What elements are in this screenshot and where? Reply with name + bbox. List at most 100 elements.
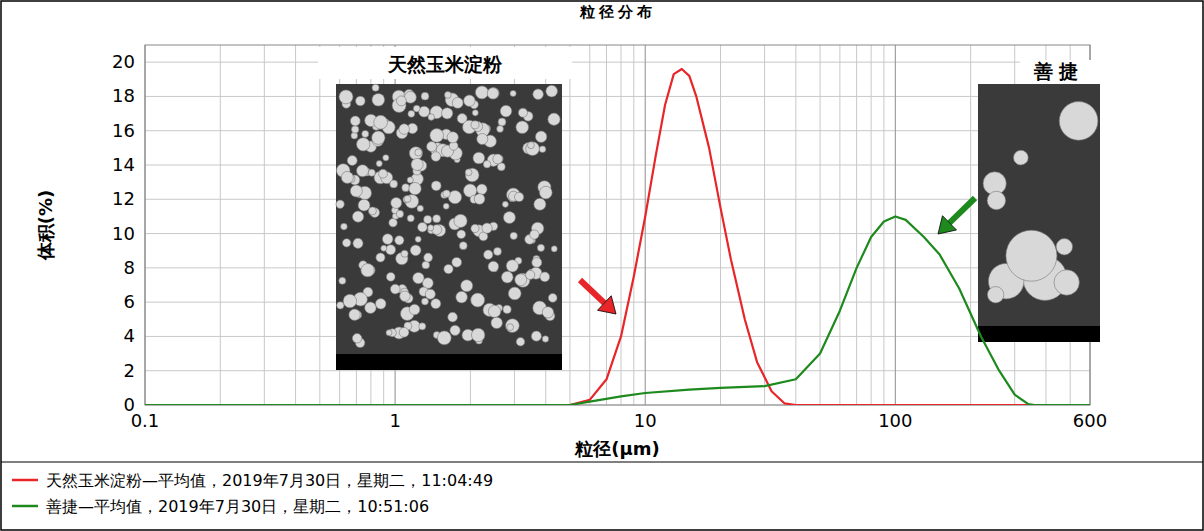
particle [448, 312, 458, 322]
particle [494, 248, 502, 256]
x-tick-label: 0.1 [131, 410, 160, 431]
particle [415, 149, 422, 156]
chart: 粒径分布024681012141618200.1110100600粒径(μm)体… [0, 0, 1204, 531]
particle [399, 124, 410, 135]
particle [419, 323, 426, 330]
particle [501, 271, 513, 283]
particle [533, 89, 544, 100]
particle [424, 216, 432, 224]
particle [427, 142, 437, 152]
particle [532, 258, 542, 268]
particle [389, 218, 397, 226]
y-tick-label: 20 [112, 51, 135, 72]
minor-grid [720, 45, 721, 405]
particle [386, 272, 395, 281]
particle [400, 291, 410, 301]
minor-grid [295, 45, 296, 405]
particle [531, 331, 541, 341]
particle [413, 105, 420, 112]
particle [483, 161, 490, 168]
particle [465, 168, 479, 182]
particle [471, 121, 479, 129]
particle [515, 274, 527, 286]
y-tick-label: 16 [112, 120, 135, 141]
legend-swatch [12, 479, 38, 482]
particle [447, 132, 458, 143]
particle [339, 90, 353, 104]
particle [534, 198, 546, 210]
particle [454, 214, 467, 227]
particle [347, 156, 357, 166]
particle [353, 238, 363, 248]
particle [386, 330, 392, 336]
particle [431, 152, 441, 162]
particle [374, 115, 388, 129]
particle [516, 121, 529, 134]
x-grid [895, 45, 896, 405]
particle [443, 190, 450, 197]
particle [396, 210, 403, 217]
minor-grid [319, 45, 320, 405]
y-axis-title: 体积(%) [35, 190, 56, 262]
particle [399, 327, 409, 337]
particle [391, 197, 402, 208]
series-group [145, 69, 1090, 405]
particle [421, 92, 429, 100]
particle [352, 211, 363, 222]
particle [402, 184, 410, 192]
particle [350, 116, 360, 126]
particle [465, 169, 472, 176]
particle [358, 199, 370, 211]
particle [372, 131, 385, 144]
particle [390, 284, 400, 294]
particle [376, 253, 385, 262]
particle [516, 337, 525, 346]
particle [526, 270, 535, 279]
particle [386, 245, 396, 255]
minor-grid [621, 45, 622, 405]
particle [503, 212, 515, 224]
x-tick-label: 10 [634, 410, 657, 431]
particle [409, 147, 422, 160]
particle [431, 299, 441, 309]
particle [471, 293, 485, 307]
particle [498, 118, 506, 126]
x-tick-label: 1 [389, 410, 400, 431]
minor-grid [633, 45, 634, 405]
minor-grid [569, 45, 570, 405]
particle [339, 277, 346, 284]
particle [341, 171, 353, 183]
particle [379, 169, 388, 178]
y-tick-label: 10 [112, 223, 135, 244]
series-line [145, 216, 1090, 405]
particle [510, 232, 517, 239]
particle [356, 96, 366, 106]
particle [375, 299, 386, 310]
particle [477, 184, 487, 194]
particle [351, 126, 358, 133]
particle [506, 260, 518, 272]
particle [408, 110, 415, 117]
particle [356, 165, 368, 177]
particle [502, 201, 508, 207]
minor-grid [883, 45, 884, 405]
particle [515, 192, 524, 201]
particle [477, 133, 488, 144]
particle [409, 182, 421, 194]
particle [503, 305, 511, 313]
x-axis-title: 粒径(μm) [574, 438, 659, 459]
minor-grid [856, 45, 857, 405]
y-grid [145, 302, 1090, 303]
particle [425, 289, 435, 299]
sem-image-bg [336, 84, 562, 370]
y-grid [145, 336, 1090, 337]
particle [508, 287, 521, 300]
particle [546, 85, 558, 97]
particle [493, 154, 503, 164]
sem-info-bar [336, 354, 562, 370]
y-grid [145, 62, 1090, 63]
particle [361, 264, 374, 277]
title: 粒径分布 [579, 3, 656, 21]
particle [488, 305, 500, 317]
minor-grid [764, 45, 765, 405]
